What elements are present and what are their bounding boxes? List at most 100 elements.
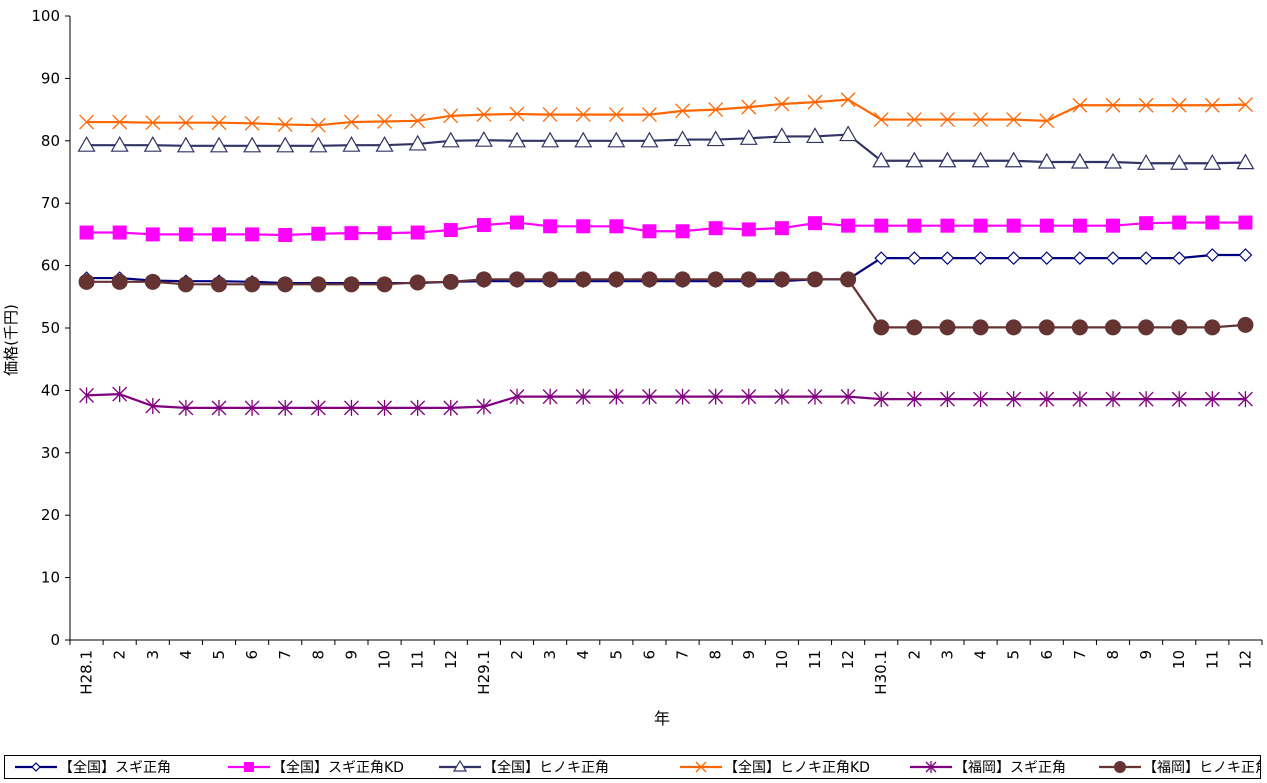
data-point bbox=[178, 115, 194, 131]
y-tick-label: 100 bbox=[31, 7, 60, 25]
data-point bbox=[143, 135, 162, 152]
marker-shape bbox=[178, 115, 194, 131]
marker-shape bbox=[673, 130, 692, 147]
data-point bbox=[1073, 251, 1087, 265]
marker-shape bbox=[773, 271, 790, 288]
data-point bbox=[1106, 218, 1120, 233]
marker-shape bbox=[973, 251, 988, 265]
x-tick-label: 12 bbox=[1236, 650, 1254, 669]
data-point bbox=[940, 218, 955, 233]
marker-shape bbox=[1205, 215, 1220, 230]
marker-shape bbox=[1137, 154, 1156, 170]
marker-shape bbox=[344, 226, 359, 241]
data-point bbox=[574, 131, 593, 148]
marker-shape bbox=[1038, 319, 1055, 336]
marker-shape bbox=[1072, 218, 1087, 233]
data-point bbox=[111, 273, 128, 290]
data-point bbox=[110, 135, 129, 152]
data-point bbox=[243, 136, 262, 153]
x-tick-label: 9 bbox=[342, 650, 360, 660]
marker-shape bbox=[708, 102, 724, 118]
legend: 【全国】スギ正角 【全国】スギ正角KD 【全国】ヒノキ正角 【全国】ヒノキ正角KD 【福… bbox=[4, 755, 1267, 779]
marker-shape bbox=[1204, 319, 1221, 336]
data-point bbox=[277, 117, 293, 133]
data-point bbox=[938, 151, 957, 168]
x-tick-label: 2 bbox=[905, 650, 923, 660]
data-point bbox=[1105, 319, 1121, 336]
marker-shape bbox=[209, 136, 229, 153]
legend-label: 【全国】スギ正角 bbox=[59, 759, 171, 776]
data-point bbox=[377, 399, 393, 416]
data-point bbox=[1105, 391, 1121, 408]
marker-shape bbox=[377, 113, 393, 129]
data-point bbox=[410, 113, 426, 129]
data-point bbox=[176, 136, 195, 153]
data-point bbox=[277, 399, 293, 416]
marker-shape bbox=[1006, 112, 1022, 128]
marker-shape bbox=[1171, 319, 1188, 336]
marker-shape bbox=[807, 94, 823, 110]
data-point bbox=[509, 388, 525, 405]
data-point bbox=[375, 135, 394, 152]
marker-shape bbox=[543, 219, 558, 234]
marker-shape bbox=[311, 226, 326, 241]
marker-shape bbox=[1105, 97, 1121, 113]
y-tick-label: 70 bbox=[41, 194, 60, 212]
marker-shape bbox=[575, 107, 591, 123]
data-point bbox=[607, 131, 626, 148]
marker-shape bbox=[774, 221, 789, 236]
x-tick-label: 2 bbox=[111, 650, 129, 660]
data-point bbox=[774, 96, 790, 112]
marker-shape bbox=[244, 762, 254, 772]
marker-shape bbox=[1237, 316, 1254, 333]
data-point bbox=[906, 112, 922, 128]
data-point bbox=[343, 399, 359, 416]
data-point bbox=[1106, 251, 1120, 265]
marker-shape bbox=[1139, 251, 1153, 265]
marker-shape bbox=[310, 276, 327, 293]
data-point bbox=[741, 222, 756, 237]
data-point bbox=[905, 151, 924, 168]
x-tick-label: H28.1 bbox=[78, 650, 96, 695]
x-tick-label: 10 bbox=[1170, 650, 1188, 669]
legend-label: 【全国】ヒノキ正角 bbox=[483, 759, 609, 776]
legend-item: 【全国】ヒノキ正角 bbox=[439, 759, 609, 776]
marker-shape bbox=[575, 271, 592, 288]
marker-shape bbox=[939, 319, 956, 336]
data-point bbox=[873, 112, 889, 128]
legend-item: 【福岡】スギ正角 bbox=[910, 760, 1066, 776]
data-point bbox=[706, 130, 725, 147]
y-tick-label: 90 bbox=[41, 69, 60, 87]
data-point bbox=[376, 276, 393, 293]
marker-shape bbox=[1172, 251, 1187, 265]
data-point bbox=[808, 216, 822, 231]
marker-shape bbox=[1139, 216, 1154, 231]
x-tick-label: 4 bbox=[574, 650, 592, 660]
marker-shape bbox=[244, 276, 261, 293]
marker-shape bbox=[409, 274, 426, 291]
data-point bbox=[1138, 97, 1154, 113]
data-point bbox=[145, 115, 161, 131]
data-point bbox=[211, 276, 227, 293]
data-point bbox=[543, 219, 558, 234]
x-tick-label: 6 bbox=[640, 650, 658, 660]
data-point bbox=[510, 215, 524, 230]
marker-shape bbox=[541, 131, 560, 148]
data-point bbox=[1171, 97, 1187, 113]
data-point bbox=[939, 112, 955, 128]
marker-shape bbox=[707, 271, 724, 288]
marker-shape bbox=[1237, 97, 1253, 113]
x-tick-label: 8 bbox=[309, 650, 327, 660]
x-tick-label: 7 bbox=[276, 650, 294, 660]
data-point bbox=[509, 106, 525, 122]
marker-shape bbox=[112, 114, 128, 130]
marker-shape bbox=[874, 218, 889, 233]
data-point bbox=[476, 107, 492, 123]
marker-shape bbox=[675, 103, 691, 119]
data-point bbox=[542, 388, 558, 405]
x-tick-label: 9 bbox=[740, 650, 758, 660]
marker-shape bbox=[973, 112, 989, 128]
legend-item: 【福岡】ヒノキ正角 bbox=[1099, 760, 1267, 776]
legend-marker bbox=[925, 761, 937, 773]
marker-shape bbox=[1071, 319, 1088, 336]
